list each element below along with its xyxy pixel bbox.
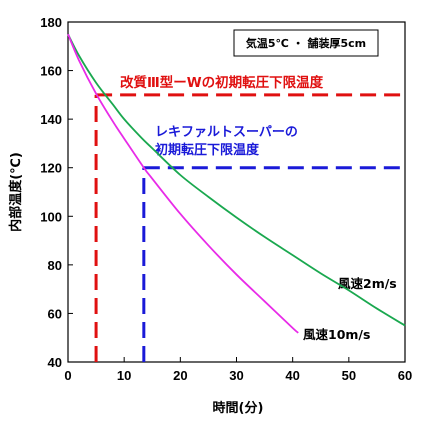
blue-threshold-label-line1: レキファルトスーパーの	[155, 125, 298, 140]
series-line-wind10	[67, 33, 299, 334]
x-axis-title: 時間(分)	[213, 400, 264, 416]
plot-area-frame	[67, 21, 406, 363]
blue-threshold-label-line2: 初期転圧下限温度	[155, 142, 260, 158]
x-tick-label: 50	[342, 368, 356, 383]
y-tick-label: 60	[48, 306, 62, 321]
red-threshold-label: 改質Ⅲ型ーWの初期転圧下限温度	[120, 74, 324, 91]
x-tick-label: 60	[398, 368, 412, 383]
series-label-wind10: 風速10m/s	[303, 327, 370, 342]
condition-text: 気温5℃ ・ 舗装厚5cm	[246, 36, 366, 50]
y-tick-label: 180	[40, 15, 62, 30]
y-tick-label: 160	[40, 64, 62, 79]
x-tick-label: 30	[229, 368, 243, 383]
y-tick-label: 40	[48, 355, 62, 370]
x-tick-label: 0	[64, 368, 71, 383]
condition-box	[233, 29, 379, 57]
y-tick-label: 140	[40, 112, 62, 127]
series-label-wind2: 風速2m/s	[338, 276, 397, 291]
x-tick-label: 20	[173, 368, 187, 383]
series-line-wind2	[67, 33, 406, 327]
x-tick-label: 40	[285, 368, 299, 383]
x-tick-label: 10	[117, 368, 131, 383]
y-tick-label: 120	[40, 161, 62, 176]
y-tick-label: 80	[48, 258, 62, 273]
y-axis-title: 内部温度(℃)	[8, 152, 24, 232]
y-tick-label: 100	[40, 209, 62, 224]
